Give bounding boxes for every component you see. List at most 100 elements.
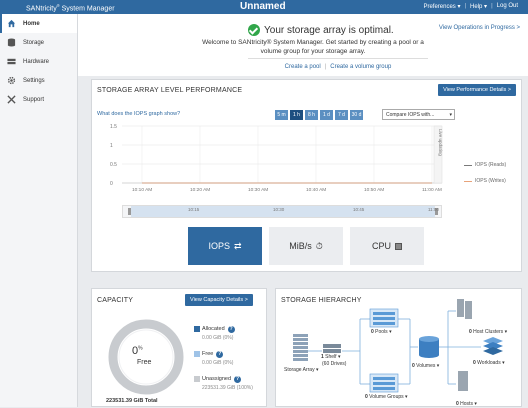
sidebar-item-label: Home xyxy=(23,20,40,27)
check-circle-icon xyxy=(248,24,260,36)
sidebar-item-label: Hardware xyxy=(23,58,50,65)
volumes-menu[interactable]: 0 Volumes ▾ xyxy=(412,363,439,369)
status-text: Your storage array is optimal. xyxy=(264,24,394,36)
x-tick-label: 11:00 AM xyxy=(422,187,442,193)
brand-title: SANtricity® System Manager xyxy=(26,3,115,13)
welcome-banner: Your storage array is optimal. Welcome t… xyxy=(78,14,528,76)
create-pool-link[interactable]: Create a pool xyxy=(284,64,321,70)
y-tick-label: 0 xyxy=(110,181,113,187)
volume-groups-menu[interactable]: 0 Volume Groups ▾ xyxy=(365,394,408,400)
time-range-button[interactable]: 1 h xyxy=(290,110,303,120)
shelf-menu[interactable]: 1 Shelf ▾ xyxy=(321,354,340,360)
allocated-swatch xyxy=(194,326,200,332)
sidebar-item-hardware[interactable]: Hardware xyxy=(0,52,77,71)
create-volume-group-link[interactable]: Create a volume group xyxy=(330,64,392,70)
sidebar-item-home[interactable]: Home xyxy=(0,14,77,33)
top-nav: Preferences ▾ | Help ▾ | Log Out xyxy=(423,3,518,10)
home-icon xyxy=(7,19,16,28)
metric-cpu-button[interactable]: CPU xyxy=(350,227,424,265)
capacity-total: 223531.39 GiB Total xyxy=(106,398,158,404)
view-capacity-details-button[interactable]: View Capacity Details > xyxy=(185,294,253,306)
legend-reads-label: IOPS (Reads) xyxy=(475,162,507,168)
allocated-label: Allocated xyxy=(202,326,225,332)
logout-link[interactable]: Log Out xyxy=(496,3,518,9)
metric-iops-button[interactable]: IOPS ⇄ xyxy=(188,227,262,265)
time-range-button[interactable]: 8 h xyxy=(305,110,318,120)
workloads-count: 0 xyxy=(473,360,476,366)
app-name: Unnamed xyxy=(240,1,286,12)
unassigned-help-icon[interactable]: ? xyxy=(234,376,242,383)
view-operations-link[interactable]: View Operations in Progress > xyxy=(438,25,520,31)
performance-title: STORAGE ARRAY LEVEL PERFORMANCE xyxy=(97,87,243,94)
navigator-selection[interactable] xyxy=(131,206,435,217)
sidebar-item-settings[interactable]: Settings xyxy=(0,71,77,90)
workloads-label: Workloads ▾ xyxy=(475,360,505,366)
storage-array-menu[interactable]: Storage Array ▾ xyxy=(284,367,319,373)
gear-icon xyxy=(7,76,16,85)
sidebar-item-label: Support xyxy=(23,96,45,103)
sidebar-item-storage[interactable]: Storage xyxy=(0,33,77,52)
time-range-button[interactable]: 5 m xyxy=(275,110,288,120)
y-tick-label: 1 xyxy=(110,143,113,149)
hosts-count: 0 xyxy=(456,401,459,407)
volumes-count: 0 xyxy=(412,363,415,369)
navigator-handle-right[interactable] xyxy=(435,208,438,215)
time-range-button[interactable]: 30 d xyxy=(350,110,363,120)
capacity-title: CAPACITY xyxy=(97,297,134,304)
time-navigator[interactable]: 10:15 10:30 10:45 11:00 xyxy=(122,205,442,218)
capacity-percent-sign: % xyxy=(138,345,143,352)
legend-reads: IOPS (Reads) xyxy=(464,162,506,168)
cpu-icon xyxy=(395,242,402,250)
preferences-menu[interactable]: Preferences ▾ xyxy=(423,4,461,10)
unassigned-value: 223531.39 GiB (100%) xyxy=(202,385,253,391)
legend-unassigned: Unassigned? 223531.39 GiB (100%) xyxy=(194,376,253,391)
hardware-icon xyxy=(7,57,16,66)
help-menu[interactable]: Help ▾ xyxy=(470,4,488,10)
hosts-icon xyxy=(458,371,468,391)
drives-count: (60 Drives) xyxy=(322,361,347,367)
sidebar: Home Storage Hardware Settings Support xyxy=(0,14,78,407)
shelf-icon xyxy=(323,344,341,353)
legend-reads-swatch xyxy=(464,164,472,166)
metric-mibs-button[interactable]: MiB/s ⏱ xyxy=(269,227,343,265)
view-performance-details-button[interactable]: View Performance Details > xyxy=(438,84,516,96)
chevron-down-icon: ▾ xyxy=(449,112,452,118)
free-swatch xyxy=(194,351,200,357)
x-tick-label: 10:40 AM xyxy=(306,187,326,193)
x-tick-label: 10:30 AM xyxy=(248,187,268,193)
workloads-menu[interactable]: 0 Workloads ▾ xyxy=(473,360,505,366)
time-range-button[interactable]: 1 d xyxy=(320,110,333,120)
iops-chart: 1.5 1 0.5 0 10:10 AM 10:20 AM 10:30 AM 10:40 AM… xyxy=(110,124,443,193)
link-separator: | xyxy=(324,64,327,70)
sidebar-item-label: Settings xyxy=(23,77,45,84)
sidebar-item-support[interactable]: Support xyxy=(0,90,77,109)
legend-free: Free? 0.00 GiB (0%) xyxy=(194,351,233,366)
status-message: Your storage array is optimal. xyxy=(248,24,394,36)
legend-writes: IOPS (Writes) xyxy=(464,178,506,184)
time-range-button[interactable]: 7 d xyxy=(335,110,348,120)
volumes-icon xyxy=(419,336,439,358)
metric-mibs-label: MiB/s xyxy=(289,241,312,251)
hosts-menu[interactable]: 0 Hosts ▾ xyxy=(456,401,477,407)
capacity-percent-value: 0 xyxy=(132,345,139,357)
iops-help-link[interactable]: What does the IOPS graph show? xyxy=(97,111,181,117)
host-clusters-count: 0 xyxy=(469,329,472,335)
capacity-free-label: Free xyxy=(137,359,152,366)
navigator-tick: 10:45 xyxy=(353,207,365,212)
allocated-help-icon[interactable]: ? xyxy=(227,326,235,333)
metric-iops-label: IOPS xyxy=(208,241,230,251)
navigator-tick: 10:30 xyxy=(273,207,285,212)
workloads-icon xyxy=(483,337,503,355)
metric-cpu-label: CPU xyxy=(371,241,391,251)
free-help-icon[interactable]: ? xyxy=(216,351,224,358)
pools-menu[interactable]: 0 Pools ▾ xyxy=(371,329,392,335)
host-clusters-menu[interactable]: 0 Host Clusters ▾ xyxy=(469,329,507,335)
compare-select[interactable]: Compare IOPS with... ▾ xyxy=(382,109,455,120)
capacity-panel: CAPACITY View Capacity Details > 0% Free… xyxy=(91,288,267,407)
host-clusters-icon xyxy=(457,299,472,319)
volume-groups-icon xyxy=(369,373,399,393)
create-links: Create a pool | Create a volume group xyxy=(248,58,428,72)
navigator-handle-left[interactable] xyxy=(128,208,131,215)
live-updating-label: Live updating xyxy=(438,129,443,156)
shelf-count: 1 xyxy=(321,354,324,360)
